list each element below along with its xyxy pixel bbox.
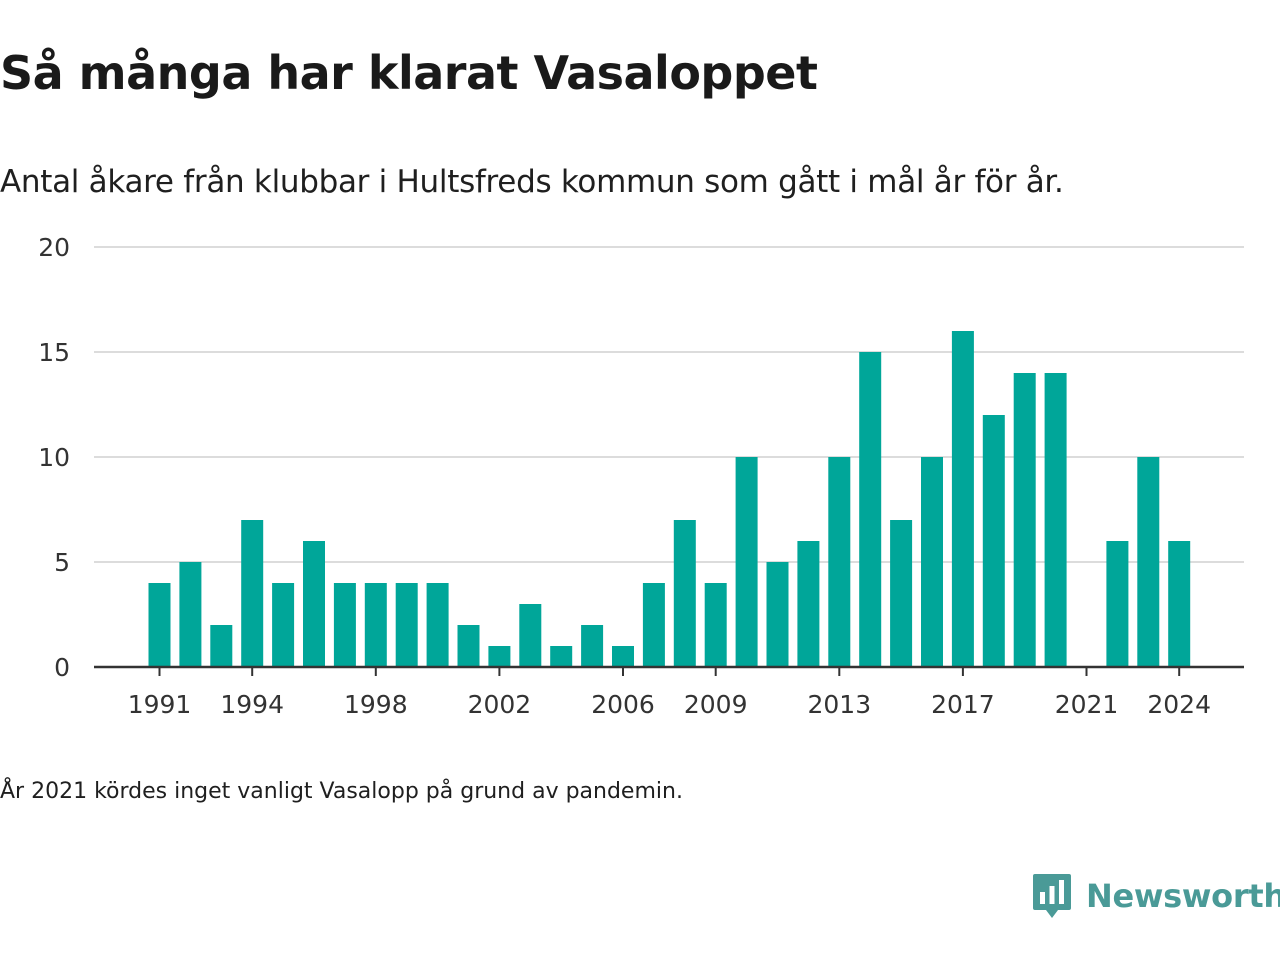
y-tick-label: 0 xyxy=(54,653,70,682)
bar-2017 xyxy=(951,331,974,667)
bar-2005 xyxy=(581,625,604,667)
bar-2000 xyxy=(426,583,449,667)
brand-logo: Newsworthy xyxy=(1032,872,1280,920)
bar-2002 xyxy=(488,646,511,667)
bar-2023 xyxy=(1137,457,1160,667)
chart-title: Så många har klarat Vasaloppet xyxy=(0,46,818,100)
bar-2019 xyxy=(1013,373,1036,667)
bar-2015 xyxy=(890,520,913,667)
x-axis-ticks: 1991 1994 1998 2002 2006 2009 2013 2017 2021 2024 xyxy=(128,667,1211,719)
bar-1994 xyxy=(241,520,264,667)
y-tick-label: 10 xyxy=(38,443,70,472)
bar-1992 xyxy=(179,562,202,667)
y-tick-label: 15 xyxy=(38,338,70,367)
x-tick-label: 1994 xyxy=(220,690,284,719)
y-tick-label: 5 xyxy=(54,548,70,577)
chart-subtitle: Antal åkare från klubbar i Hultsfreds ko… xyxy=(0,164,1064,200)
bar-2018 xyxy=(982,415,1005,667)
bar-1999 xyxy=(395,583,418,667)
bar-2007 xyxy=(642,583,665,667)
x-tick-label: 2024 xyxy=(1147,690,1211,719)
bar-chart: 0 5 10 15 20 1991 1994 1998 2002 2006 2009 2013 201… xyxy=(38,233,1244,719)
bar-2016 xyxy=(921,457,943,667)
bar-2022 xyxy=(1106,541,1129,667)
x-tick-label: 2009 xyxy=(684,690,748,719)
bar-1991 xyxy=(148,583,171,667)
bar-2009 xyxy=(704,583,727,667)
bar-2004 xyxy=(550,646,573,667)
bar-1997 xyxy=(333,583,356,667)
x-tick-label: 2013 xyxy=(807,690,871,719)
gridlines xyxy=(94,246,1244,563)
bars xyxy=(148,331,1191,667)
footnote: År 2021 kördes inget vanligt Vasalopp på… xyxy=(0,779,683,804)
bar-1996 xyxy=(303,541,325,667)
bar-2003 xyxy=(519,604,542,667)
bar-2012 xyxy=(797,541,820,667)
y-tick-label: 20 xyxy=(38,233,70,262)
bar-2011 xyxy=(766,562,789,667)
y-axis-ticks: 0 5 10 15 20 xyxy=(38,233,70,682)
bar-2024 xyxy=(1168,541,1191,667)
x-tick-label: 1991 xyxy=(128,690,192,719)
x-tick-label: 1998 xyxy=(344,690,408,719)
bar-2008 xyxy=(673,520,696,667)
bar-2013 xyxy=(828,457,851,667)
x-tick-label: 2017 xyxy=(931,690,995,719)
bar-2001 xyxy=(457,625,480,667)
x-tick-label: 2002 xyxy=(468,690,532,719)
bar-2014 xyxy=(859,352,882,667)
newsworthy-logo-icon xyxy=(1033,874,1071,918)
bar-1998 xyxy=(364,583,387,667)
bar-2020 xyxy=(1044,373,1067,667)
brand-name: Newsworthy xyxy=(1086,877,1280,915)
bar-2010 xyxy=(735,457,758,667)
x-tick-label: 2006 xyxy=(591,690,655,719)
bar-1993 xyxy=(210,625,233,667)
bar-2006 xyxy=(612,646,634,667)
bar-1995 xyxy=(272,583,295,667)
x-tick-label: 2021 xyxy=(1055,690,1119,719)
